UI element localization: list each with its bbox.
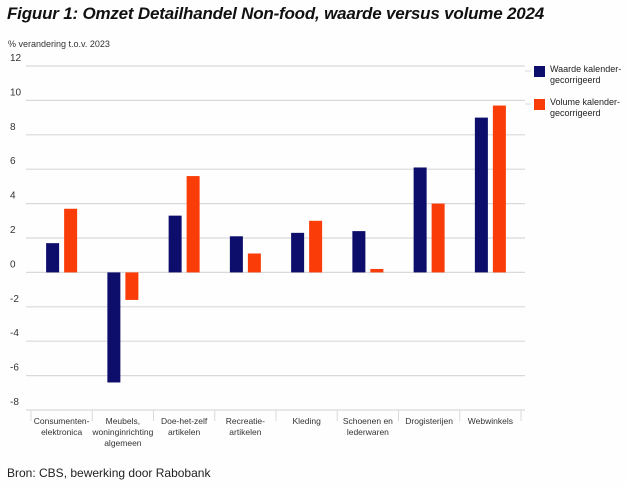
bar-waarde — [168, 215, 182, 273]
legend-label-line: Waarde kalender- — [550, 64, 622, 74]
bar-waarde — [229, 236, 243, 273]
y-tick-label: -6 — [10, 363, 19, 374]
bar-volume — [186, 176, 200, 273]
category-label: Consumenten- — [34, 416, 90, 426]
category-label: artikelen — [168, 427, 200, 437]
bar-volume — [247, 253, 261, 273]
y-tick-label: -8 — [10, 397, 19, 408]
category-label: Kleding — [292, 416, 321, 426]
chart-title: Figuur 1: Omzet Detailhandel Non-food, w… — [7, 4, 544, 23]
bar-volume — [125, 272, 139, 300]
bar-volume — [492, 105, 506, 273]
legend-label-line: gecorrigeerd — [550, 108, 601, 118]
bar-volume — [431, 203, 445, 273]
y-tick-label: 10 — [10, 87, 22, 98]
y-tick-label: 6 — [10, 156, 16, 167]
y-tick-label: -2 — [10, 294, 19, 305]
y-tick-label: 4 — [10, 191, 16, 202]
bar-waarde — [474, 117, 488, 273]
category-label: Drogisterijen — [405, 416, 453, 426]
y-tick-label: -4 — [10, 328, 19, 339]
y-tick-label: 8 — [10, 122, 16, 133]
legend-label-line: gecorrigeerd — [550, 75, 601, 85]
bar-volume — [309, 220, 323, 273]
bar-waarde — [46, 243, 60, 273]
y-tick-label: 0 — [10, 259, 16, 270]
legend-label-waarde: Waarde kalender- gecorrigeerd — [550, 64, 626, 86]
legend-label-line: Volume kalender- — [550, 97, 621, 107]
bar-waarde — [291, 232, 305, 273]
legend-label-volume: Volume kalender- gecorrigeerd — [550, 97, 626, 119]
category-label: Recreatie- — [226, 416, 265, 426]
category-label: Doe-het-zelf — [161, 416, 208, 426]
category-label: elektronica — [41, 427, 82, 437]
legend-swatch-volume — [534, 99, 545, 110]
category-label: artikelen — [229, 427, 261, 437]
bar-volume — [64, 208, 78, 273]
bar-waarde — [413, 167, 427, 273]
source-note: Bron: CBS, bewerking door Rabobank — [7, 466, 211, 480]
category-label: algemeen — [104, 438, 142, 448]
y-axis-label: % verandering t.o.v. 2023 — [8, 39, 110, 49]
bar-waarde — [352, 231, 366, 273]
legend-swatch-waarde — [534, 66, 545, 77]
category-label: woninginrichting — [91, 427, 153, 437]
category-label: Meubels, — [106, 416, 141, 426]
category-label: lederwaren — [347, 427, 389, 437]
bar-volume — [370, 268, 384, 273]
y-tick-label: 2 — [10, 225, 16, 236]
bar-waarde — [107, 272, 121, 383]
category-label: Webwinkels — [468, 416, 513, 426]
y-tick-label: 12 — [10, 53, 22, 64]
category-label: Schoenen en — [343, 416, 393, 426]
